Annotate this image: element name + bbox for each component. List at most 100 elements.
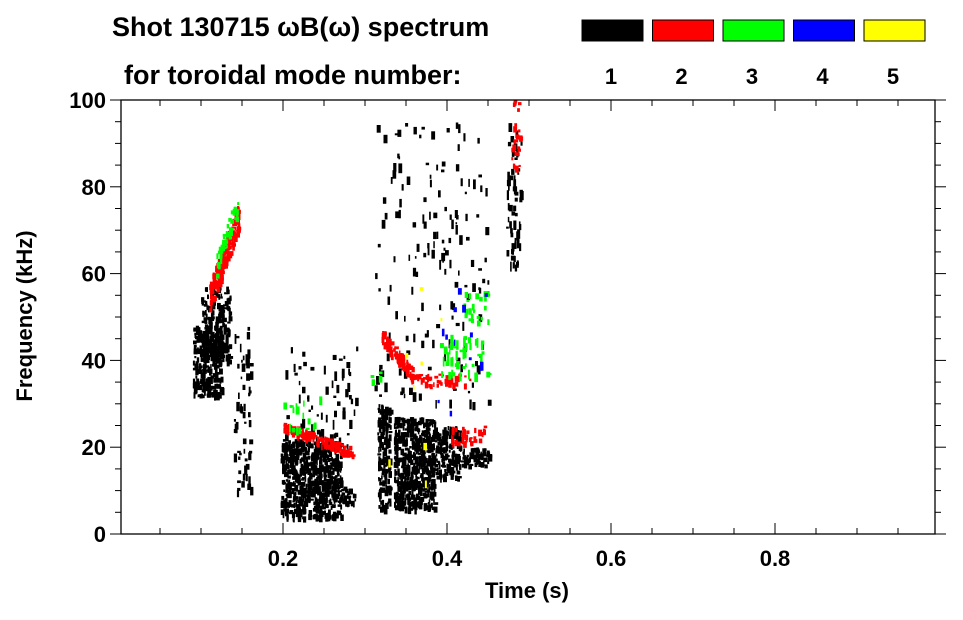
spectral-mark-mode-1 xyxy=(280,453,284,457)
spectral-mark-mode-1 xyxy=(244,458,248,462)
spectral-mark-mode-2 xyxy=(213,295,216,302)
spectral-mark-mode-1 xyxy=(293,448,297,453)
spectral-mark-mode-1 xyxy=(464,455,466,460)
spectral-mark-mode-1 xyxy=(456,445,459,449)
spectral-mark-mode-2 xyxy=(383,331,387,336)
spectral-mark-mode-1 xyxy=(297,500,301,503)
spectral-mark-mode-1 xyxy=(314,478,318,485)
spectral-mark-mode-1 xyxy=(303,445,305,451)
spectral-mark-mode-2 xyxy=(444,378,447,385)
spectral-mark-mode-1 xyxy=(281,511,285,515)
spectral-mark-mode-1 xyxy=(207,366,211,373)
legend-label-mode-1: 1 xyxy=(605,64,617,89)
spectral-mark-mode-1 xyxy=(407,498,411,506)
spectral-mark-mode-1 xyxy=(385,406,389,414)
spectral-mark-mode-1 xyxy=(378,505,381,509)
spectral-mark-mode-2 xyxy=(386,345,388,352)
spectral-mark-mode-1 xyxy=(325,386,329,395)
spectral-mark-mode-1 xyxy=(411,286,414,295)
spectral-mark-mode-2 xyxy=(518,129,521,133)
spectral-mark-mode-1 xyxy=(333,515,337,522)
spectral-mark-mode-3 xyxy=(305,427,310,430)
spectral-mark-mode-4 xyxy=(437,399,440,404)
spectral-mark-mode-1 xyxy=(434,456,437,461)
spectral-mark-mode-1 xyxy=(248,392,250,397)
spectral-mark-mode-1 xyxy=(387,296,391,305)
spectral-mark-mode-3 xyxy=(451,372,456,377)
spectral-mark-mode-1 xyxy=(394,499,399,504)
spectral-mark-mode-1 xyxy=(323,498,328,505)
spectral-mark-mode-1 xyxy=(427,442,430,449)
spectral-mark-mode-1 xyxy=(194,332,197,336)
spectral-mark-mode-1 xyxy=(294,439,298,444)
spectral-mark-mode-1 xyxy=(384,420,387,423)
spectral-mark-mode-1 xyxy=(315,507,320,511)
spectral-mark-mode-1 xyxy=(413,467,418,472)
spectral-mark-mode-1 xyxy=(245,354,249,363)
spectral-mark-mode-2 xyxy=(390,341,395,346)
spectral-mark-mode-1 xyxy=(478,454,481,457)
spectral-mark-mode-4 xyxy=(480,361,484,371)
spectral-mark-mode-1 xyxy=(220,293,223,297)
spectral-mark-mode-1 xyxy=(379,465,382,471)
spectral-mark-mode-2 xyxy=(331,440,335,448)
spectral-mark-mode-1 xyxy=(444,456,447,461)
spectral-mark-mode-2 xyxy=(347,449,350,453)
spectral-mark-mode-1 xyxy=(418,458,422,465)
spectral-mark-mode-1 xyxy=(434,421,436,427)
spectral-mark-mode-1 xyxy=(449,214,452,220)
spectral-mark-mode-1 xyxy=(407,471,409,479)
spectral-mark-mode-1 xyxy=(196,357,200,363)
spectral-mark-mode-1 xyxy=(470,259,475,267)
spectral-mark-mode-1 xyxy=(195,375,198,379)
spectral-mark-mode-1 xyxy=(215,348,217,353)
spectral-mark-mode-1 xyxy=(476,365,481,375)
spectral-mark-mode-5 xyxy=(440,318,443,322)
spectral-mark-mode-1 xyxy=(378,461,381,467)
spectral-mark-mode-1 xyxy=(325,464,329,471)
spectral-mark-mode-2 xyxy=(382,333,387,340)
spectral-mark-mode-1 xyxy=(203,346,207,352)
spectral-mark-mode-1 xyxy=(243,448,246,454)
spectral-mark-mode-1 xyxy=(307,445,310,451)
spectral-mark-mode-1 xyxy=(382,506,385,512)
spectral-mark-mode-1 xyxy=(483,452,485,457)
spectral-mark-mode-1 xyxy=(339,490,342,493)
spectral-mark-mode-3 xyxy=(480,353,483,364)
spectral-mark-mode-1 xyxy=(208,339,212,345)
spectral-mark-mode-1 xyxy=(416,456,420,459)
spectral-mark-mode-1 xyxy=(203,368,207,372)
spectral-mark-mode-1 xyxy=(205,378,209,385)
spectral-mark-mode-1 xyxy=(284,452,288,457)
spectral-mark-mode-1 xyxy=(211,314,214,318)
spectral-mark-mode-1 xyxy=(290,347,293,354)
spectral-mark-mode-1 xyxy=(417,445,421,452)
spectral-mark-mode-2 xyxy=(456,441,459,446)
spectral-mark-mode-1 xyxy=(379,410,383,415)
spectral-mark-mode-1 xyxy=(295,461,298,466)
spectral-mark-mode-4 xyxy=(445,334,448,340)
spectral-mark-mode-1 xyxy=(418,496,420,499)
spectral-mark-mode-1 xyxy=(307,488,312,495)
spectral-mark-mode-1 xyxy=(420,442,424,448)
spectral-mark-mode-1 xyxy=(218,342,222,347)
spectral-mark-mode-1 xyxy=(445,250,449,256)
spectral-mark-mode-1 xyxy=(446,128,450,133)
spectral-mark-mode-1 xyxy=(430,465,433,470)
spectral-mark-mode-1 xyxy=(376,376,380,385)
spectral-mark-mode-2 xyxy=(470,442,473,447)
spectral-mark-mode-1 xyxy=(307,496,309,499)
spectral-mark-mode-1 xyxy=(433,483,437,489)
spectral-mark-mode-1 xyxy=(475,460,478,465)
spectral-mark-mode-1 xyxy=(388,431,393,434)
spectral-mark-mode-1 xyxy=(434,502,439,505)
spectral-mark-mode-1 xyxy=(243,403,246,412)
spectral-mark-mode-1 xyxy=(383,449,388,457)
spectral-mark-mode-1 xyxy=(333,495,338,502)
spectral-mark-mode-1 xyxy=(447,466,451,474)
spectral-mark-mode-2 xyxy=(340,450,343,456)
spectral-mark-mode-1 xyxy=(293,363,296,373)
spectral-mark-mode-1 xyxy=(218,319,221,324)
spectral-mark-mode-1 xyxy=(458,124,461,134)
